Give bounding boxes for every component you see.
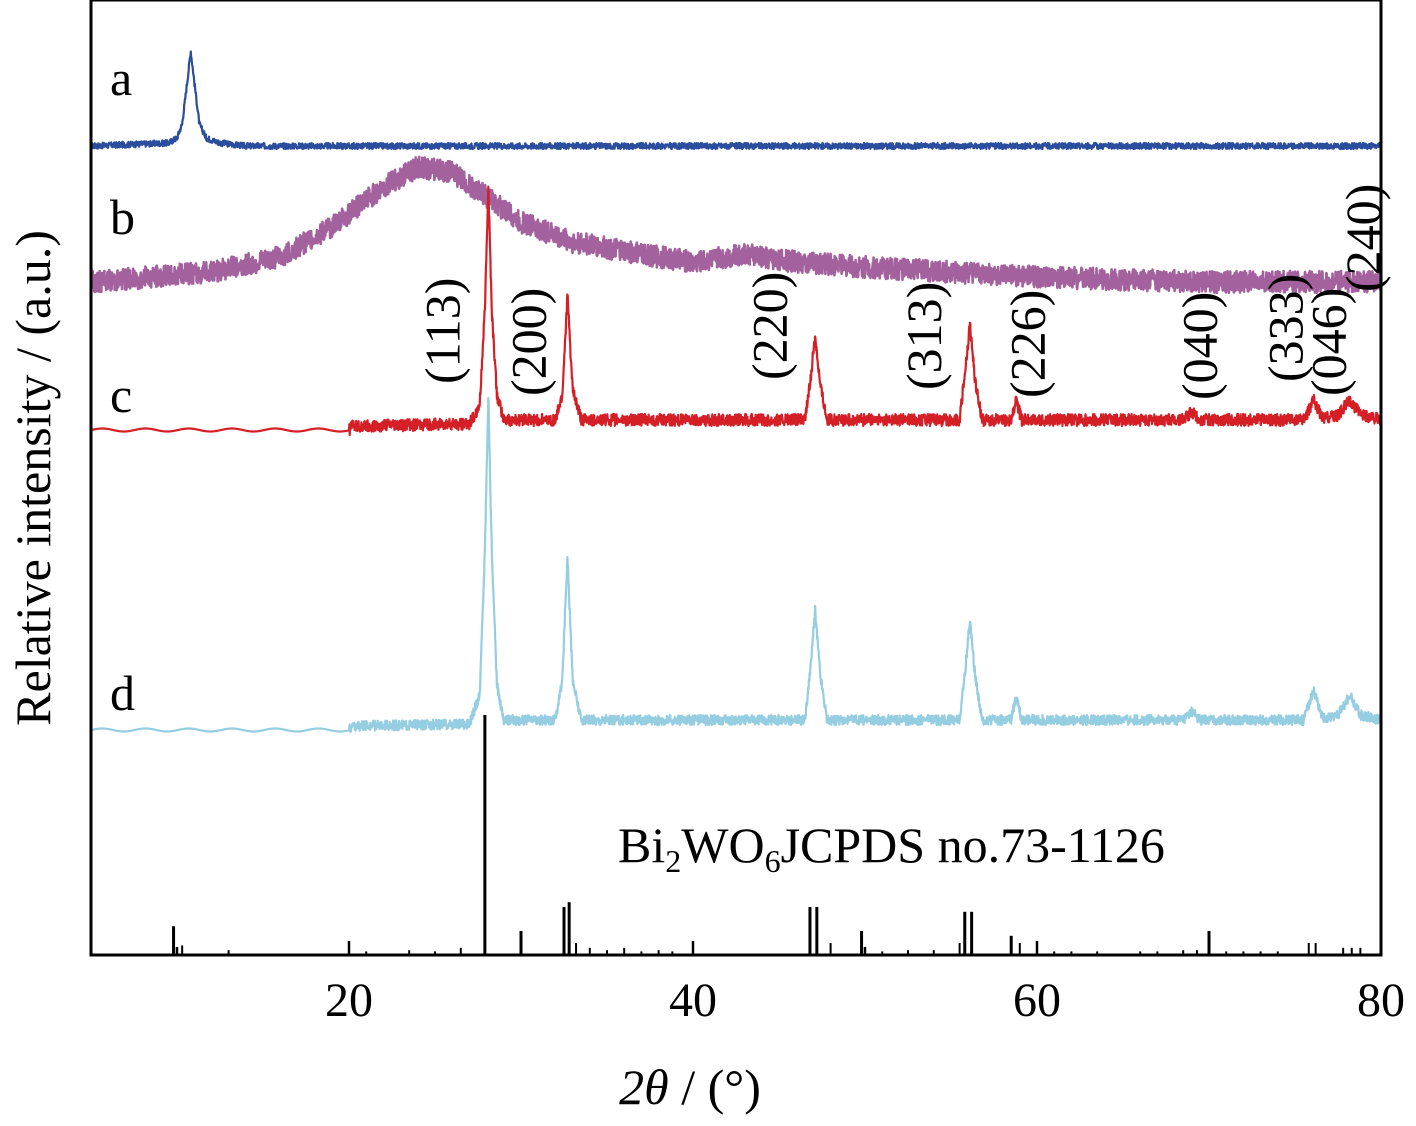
x-tick-label: 80: [1357, 974, 1405, 1027]
reference-label: Bi2WO6JCPDS no.73-1126: [618, 817, 1165, 879]
miller-index-label: (226): [999, 290, 1055, 398]
miller-index-label: (220): [741, 272, 797, 380]
series-a-line: [90, 50, 1383, 151]
series-b-line: [89, 155, 1383, 295]
miller-index-label: (200): [501, 288, 557, 396]
x-axis-label-unit: / (°): [669, 1059, 761, 1115]
plot-area: a b c d Bi2WO6JCPDS no.73-1126 (113) (200) (220…: [89, 50, 1391, 955]
series-d-line: [90, 397, 1383, 733]
x-tick-label: 60: [1013, 974, 1061, 1027]
series-b-label: b: [110, 189, 135, 245]
series-c-label: c: [110, 367, 132, 423]
miller-index-label: (313): [896, 282, 952, 390]
y-axis-label: Relative intensity / (a.u.): [5, 230, 61, 726]
miller-index-label: (046): [1300, 288, 1356, 396]
x-tick-label: 20: [325, 974, 373, 1027]
miller-index-label: (333): [1257, 274, 1313, 382]
x-axis-label-symbol: 2θ: [619, 1059, 669, 1115]
miller-index-label: (040): [1171, 292, 1227, 400]
series-a-label: a: [110, 50, 132, 106]
miller-index-label: (113): [415, 278, 471, 384]
x-axis-ticks: 20 40 60 80: [175, 941, 1405, 1027]
series-d-label: d: [110, 665, 135, 721]
x-axis-label: 2θ / (°): [619, 1059, 761, 1115]
plot-frame: [89, 0, 1383, 957]
x-tick-label: 40: [669, 974, 717, 1027]
series-c-line: [90, 185, 1383, 436]
